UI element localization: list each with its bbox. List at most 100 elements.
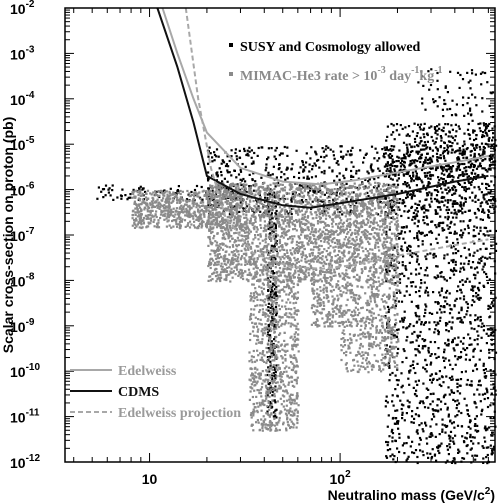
scatter-point: [386, 235, 389, 238]
scatter-point: [329, 196, 332, 199]
scatter-point: [421, 338, 424, 341]
scatter-point: [174, 192, 177, 195]
scatter-point: [318, 199, 321, 202]
scatter-point: [431, 400, 434, 403]
scatter-point: [274, 185, 277, 188]
scatter-point: [262, 251, 265, 254]
scatter-point: [482, 457, 485, 460]
scatter-point: [460, 291, 463, 294]
scatter-point: [192, 198, 195, 201]
scatter-point: [175, 220, 178, 223]
scatter-point: [392, 276, 395, 279]
scatter-point: [132, 192, 135, 195]
scatter-point: [142, 187, 145, 190]
scatter-point: [200, 204, 204, 207]
scatter-point: [254, 215, 257, 218]
scatter-point: [466, 277, 469, 280]
scatter-point: [343, 177, 346, 180]
scatter-point: [416, 234, 419, 237]
scatter-point: [252, 215, 255, 218]
scatter-point: [424, 174, 427, 177]
scatter-point: [134, 207, 137, 210]
scatter-point: [244, 180, 247, 183]
scatter-point: [332, 233, 335, 236]
scatter-point: [271, 317, 274, 320]
scatter-point: [273, 292, 276, 295]
scatter-point: [299, 210, 302, 213]
scatter-point: [490, 92, 493, 95]
scatter-point: [270, 249, 273, 252]
scatter-point: [461, 162, 464, 166]
scatter-point: [394, 417, 397, 420]
scatter-point: [138, 206, 142, 209]
scatter-point: [245, 210, 248, 213]
scatter-point: [142, 219, 145, 222]
scatter-point: [446, 91, 449, 94]
scatter-point: [447, 150, 450, 153]
scatter-point: [266, 410, 269, 413]
scatter-point: [236, 236, 239, 239]
scatter-point: [356, 222, 359, 225]
scatter-point: [462, 298, 466, 301]
scatter-point: [167, 201, 170, 204]
scatter-point: [491, 127, 494, 130]
scatter-point: [440, 287, 444, 290]
scatter-point: [146, 202, 149, 205]
scatter-point: [277, 197, 280, 200]
scatter-point: [475, 134, 478, 137]
scatter-point: [178, 199, 181, 202]
scatter-point: [405, 442, 408, 445]
scatter-point: [454, 363, 457, 366]
scatter-point: [466, 302, 469, 306]
scatter-point: [430, 361, 433, 364]
scatter-point: [399, 165, 403, 168]
scatter-point: [440, 311, 443, 314]
scatter-point: [157, 219, 160, 222]
scatter-point: [262, 204, 265, 207]
scatter-point: [427, 182, 430, 186]
scatter-point: [495, 144, 498, 147]
scatter-point: [475, 104, 478, 107]
scatter-point: [447, 344, 450, 347]
scatter-point: [449, 166, 452, 169]
scatter-point: [391, 161, 394, 164]
scatter-point: [336, 160, 339, 163]
scatter-point: [423, 141, 426, 144]
scatter-point: [394, 323, 397, 326]
scatter-point: [391, 453, 394, 456]
scatter-point: [215, 280, 218, 283]
scatter-point: [426, 216, 429, 219]
scatter-point: [445, 324, 448, 327]
scatter-point: [349, 210, 352, 213]
scatter-point: [486, 389, 489, 392]
scatter-point: [490, 343, 493, 346]
scatter-point: [487, 138, 490, 141]
scatter-point: [300, 184, 303, 187]
scatter-point: [229, 212, 232, 215]
scatter-point: [434, 131, 437, 135]
scatter-point: [156, 193, 159, 197]
scatter-point: [233, 205, 236, 208]
scatter-point: [432, 392, 435, 395]
scatter-point: [312, 230, 315, 233]
scatter-point: [207, 187, 210, 190]
scatter-point: [237, 203, 240, 206]
scatter-point: [401, 249, 404, 252]
scatter-point: [462, 174, 465, 177]
scatter-point: [367, 194, 370, 198]
scatter-point: [409, 323, 412, 326]
scatter-point: [425, 188, 428, 191]
scatter-point: [457, 156, 460, 159]
scatter-point: [454, 200, 457, 203]
scatter-point: [328, 216, 332, 219]
scatter-point: [335, 229, 338, 232]
scatter-point: [436, 274, 439, 277]
scatter-point: [447, 330, 450, 333]
scatter-point: [277, 263, 280, 266]
scatter-point: [391, 178, 394, 181]
scatter-point: [464, 166, 468, 169]
scatter-point: [416, 203, 419, 206]
scatter-point: [411, 451, 414, 454]
scatter-point: [281, 215, 284, 218]
scatter-point: [392, 404, 395, 407]
